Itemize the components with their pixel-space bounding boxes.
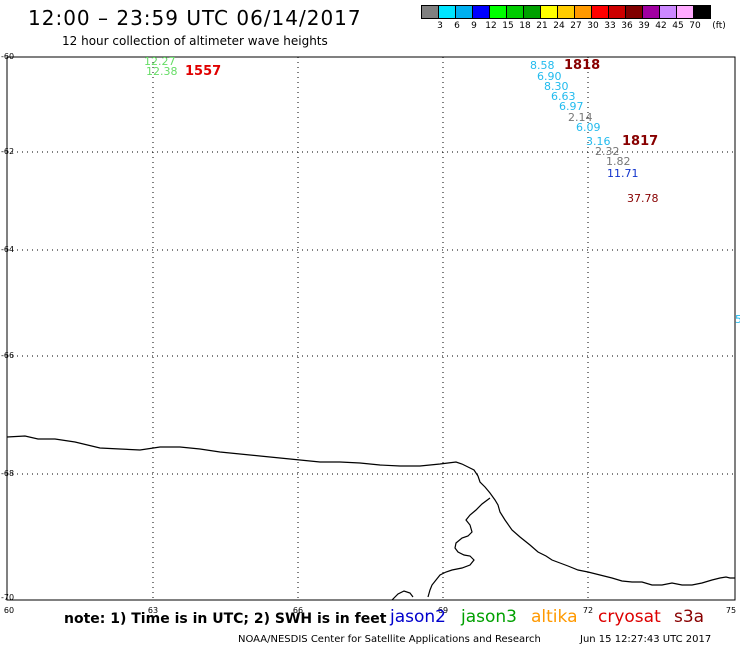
lat-label-66: -66 <box>1 351 14 360</box>
wave-label: 1.82 <box>606 155 631 168</box>
color-scale-tick-label: 24 <box>553 21 565 31</box>
color-scale <box>421 5 711 19</box>
units-note: note: 1) Time is in UTC; 2) SWH is in fe… <box>64 611 387 627</box>
wave-label: 5 <box>735 313 740 326</box>
lat-label-70: -70 <box>1 593 14 602</box>
wave-height-labels: 12.27 12.38 8.58 6.90 8.30 6.63 6.97 2.1… <box>144 55 740 326</box>
wave-label: 8.58 <box>530 59 555 72</box>
legend-jason3: jason3 <box>461 607 517 627</box>
coastline-south <box>391 590 414 601</box>
coastline-bay <box>427 497 491 598</box>
color-scale-tick-label: 3 <box>437 21 443 31</box>
generated-timestamp: Jun 15 12:27:43 UTC 2017 <box>580 634 712 645</box>
color-scale-tick-label: 18 <box>519 21 531 31</box>
color-scale-swatch <box>472 5 490 19</box>
wave-label: 12.38 <box>146 65 178 78</box>
credit-text: NOAA/NESDIS Center for Satellite Applica… <box>238 634 541 645</box>
color-scale-tick-label: 39 <box>638 21 650 31</box>
color-scale-tick-label: 15 <box>502 21 514 31</box>
color-scale-labels: 3 6 9 12 15 18 21 24 27 30 33 36 39 42 45 70 (ft) <box>424 21 740 35</box>
wave-label: 11.71 <box>607 167 639 180</box>
wave-label: 6.09 <box>576 121 601 134</box>
color-scale-swatch <box>523 5 541 19</box>
color-scale-tick-label: 12 <box>485 21 497 31</box>
pass-label: 1557 <box>185 64 221 79</box>
lon-label-63: 63 <box>148 606 158 615</box>
legend-s3a: s3a <box>674 607 705 627</box>
lon-label-69: 69 <box>438 606 448 615</box>
wave-label: 2.14 <box>568 111 593 124</box>
lon-label-75: 75 <box>726 606 736 615</box>
wave-label: 6.90 <box>537 70 562 83</box>
color-scale-tick-label: 21 <box>536 21 548 31</box>
pass-label: 1817 <box>622 134 658 149</box>
page-title: 12:00 – 23:59 UTC 06/14/2017 <box>28 6 362 30</box>
lat-label-60: -60 <box>1 52 14 61</box>
wave-label: 3.16 <box>586 135 611 148</box>
coastline <box>6 435 735 586</box>
wave-label: 8.30 <box>544 80 569 93</box>
color-scale-swatch <box>659 5 677 19</box>
legend-altika: altika <box>531 607 578 627</box>
color-scale-unit: (ft) <box>712 21 726 31</box>
lat-label-68: -68 <box>1 469 14 478</box>
color-scale-swatch <box>455 5 473 19</box>
color-scale-tick-label: 30 <box>587 21 599 31</box>
lat-label-62: -62 <box>1 147 14 156</box>
color-scale-swatch <box>676 5 694 19</box>
wave-label: 6.97 <box>559 100 584 113</box>
color-scale-tick-label: 9 <box>471 21 477 31</box>
color-scale-swatch <box>506 5 524 19</box>
wave-label: 6.63 <box>551 90 576 103</box>
latitude-labels: -60 -62 -64 -66 -68 -70 <box>1 52 14 602</box>
legend-jason2: jason2 <box>390 607 446 627</box>
color-scale-tick-label: 45 <box>672 21 684 31</box>
color-scale-swatch <box>591 5 609 19</box>
pass-label: 1818 <box>564 58 600 73</box>
color-scale-swatch <box>557 5 575 19</box>
lon-label-66: 66 <box>293 606 303 615</box>
color-scale-tick-label: 6 <box>454 21 460 31</box>
color-scale-swatch <box>574 5 592 19</box>
color-scale-swatch <box>642 5 660 19</box>
longitude-labels: 60 63 66 69 72 75 <box>4 606 736 615</box>
page-subtitle: 12 hour collection of altimeter wave hei… <box>62 34 328 48</box>
color-scale-swatch <box>438 5 456 19</box>
color-scale-tick-label: 42 <box>655 21 667 31</box>
color-scale-swatch <box>625 5 643 19</box>
color-scale-tick-label: 70 <box>689 21 701 31</box>
lon-label-60: 60 <box>4 606 14 615</box>
lat-label-64: -64 <box>1 245 14 254</box>
color-scale-swatch <box>608 5 626 19</box>
color-scale-swatch <box>489 5 507 19</box>
wave-label: 2.32 <box>595 145 620 158</box>
map-frame <box>6 56 736 601</box>
color-scale-swatch <box>693 5 711 19</box>
color-scale-tick-label: 33 <box>604 21 616 31</box>
color-scale-tick-label: 27 <box>570 21 582 31</box>
graticule <box>7 57 735 600</box>
pass-time-labels: 1557 1818 1817 <box>185 58 658 149</box>
color-scale-tick-label: 36 <box>621 21 633 31</box>
legend-cryosat: cryosat <box>598 607 661 627</box>
lon-label-72: 72 <box>583 606 593 615</box>
color-scale-swatch <box>540 5 558 19</box>
color-scale-swatch <box>421 5 439 19</box>
wave-label: 12.27 <box>144 55 176 68</box>
wave-label: 37.78 <box>627 192 659 205</box>
